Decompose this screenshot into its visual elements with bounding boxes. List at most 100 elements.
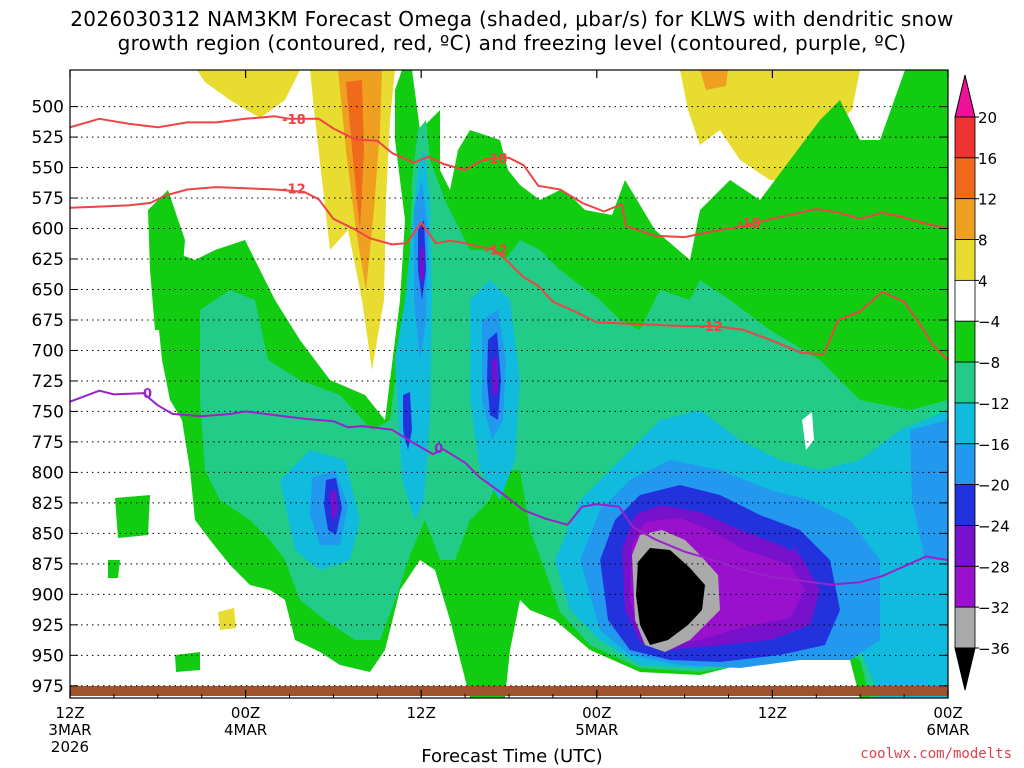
colorbar-tick-label: −12 xyxy=(978,395,1010,413)
isotherm-label: -12 xyxy=(699,320,723,335)
y-tick-label: 625 xyxy=(32,250,64,270)
grid xyxy=(70,106,948,687)
y-tick-label: 800 xyxy=(32,463,64,483)
omega-negative-blue-right xyxy=(910,420,948,560)
x-tick-label: 2026 xyxy=(51,738,89,756)
omega-dendritic-lift-core xyxy=(636,548,705,645)
isotherm-label: -12 xyxy=(484,243,508,258)
x-tick-label: 12Z xyxy=(758,704,787,722)
omega-positive-region-upper-left xyxy=(197,70,300,118)
omega-positive-deep-orange xyxy=(346,80,364,230)
y-tick-label: 575 xyxy=(32,189,64,209)
isotherm-line xyxy=(70,115,948,239)
x-tick-label: 6MAR xyxy=(926,721,969,739)
colorbar-band xyxy=(954,443,976,486)
colorbar-band xyxy=(954,402,976,445)
colorbar: 20 16 12 8 4 −4 −8 −12 −16 −20 −24 −28 −32 −36 xyxy=(954,74,1010,691)
credit-text: coolwx.com/modelts xyxy=(860,746,1012,762)
omega-negative-purple-core-left xyxy=(330,490,338,520)
colorbar-tick-label: 20 xyxy=(978,109,997,127)
isotherm-label: 0 xyxy=(143,387,152,402)
y-tick-label: 850 xyxy=(32,524,64,544)
colorbar-tick-label: 8 xyxy=(978,232,988,250)
omega-positive-region-upper-right xyxy=(680,70,860,180)
colorbar-bottom-arrow xyxy=(954,647,976,691)
colorbar-band xyxy=(954,484,976,526)
omega-negative-purple-core-column xyxy=(420,246,424,282)
colorbar-top-arrow xyxy=(954,74,976,118)
omega-weak-negative-low-left xyxy=(115,495,150,538)
colorbar-tick-label: 4 xyxy=(978,272,988,290)
omega-weak-negative-dot xyxy=(108,560,120,578)
omega-shading xyxy=(70,70,948,698)
colorbar-band xyxy=(954,606,976,649)
colorbar-tick-label: −20 xyxy=(978,477,1010,495)
colorbar-tick-label: −8 xyxy=(978,354,1000,372)
x-axis-label: Forecast Time (UTC) xyxy=(421,746,603,767)
x-tick-label: 3MAR xyxy=(48,721,91,739)
colorbar-band xyxy=(954,320,976,363)
y-tick-label: 700 xyxy=(32,341,64,361)
omega-negative-dark-blue-core-column xyxy=(403,392,412,450)
colorbar-tick-label: −16 xyxy=(978,436,1010,454)
colorbar-band xyxy=(954,361,976,404)
omega-gap-near-zero-2 xyxy=(70,640,160,690)
omega-gap-near-zero-1 xyxy=(802,412,814,450)
x-tick-label: 5MAR xyxy=(575,721,618,739)
colorbar-band xyxy=(954,239,976,281)
colorbar-tick-label: −4 xyxy=(978,313,1000,331)
isotherm-line xyxy=(70,389,948,586)
y-tick-label: 825 xyxy=(32,494,64,514)
isotherm-label: 0 xyxy=(434,442,443,457)
isotherm-label: -12 xyxy=(282,182,306,197)
y-tick-label: 925 xyxy=(32,616,64,636)
x-tick-label: 4MAR xyxy=(224,721,267,739)
omega-weak-negative-spot xyxy=(175,652,200,672)
colorbar-tick-label: −24 xyxy=(978,517,1010,535)
colorbar-tick-label: 12 xyxy=(978,191,997,209)
chart-title-line-1: 2026030312 NAM3KM Forecast Omega (shaded… xyxy=(70,7,954,31)
colorbar-band xyxy=(954,279,976,322)
colorbar-band xyxy=(954,157,976,200)
y-tick-label: 675 xyxy=(32,311,64,331)
chart-title-line-2: growth region (contoured, red, ºC) and f… xyxy=(117,31,907,55)
colorbar-tick-label: −32 xyxy=(978,599,1010,617)
colorbar-band xyxy=(954,198,976,240)
x-tick-label: 00Z xyxy=(933,704,962,722)
y-tick-label: 775 xyxy=(32,433,64,453)
omega-negative-purple-core-mid xyxy=(492,356,498,396)
y-tick-label: 525 xyxy=(32,128,64,148)
y-tick-label: 975 xyxy=(32,677,64,697)
isotherm-labels: -18 -18 -18 -12 -12 -12 0 0 xyxy=(143,113,761,457)
x-tick-label: 00Z xyxy=(582,704,611,722)
colorbar-band xyxy=(954,116,976,159)
colorbar-band xyxy=(954,565,976,608)
y-tick-label: 950 xyxy=(32,646,64,666)
y-axis: 500 525 550 575 600 625 650 675 700 725 750 775 800 8… xyxy=(32,98,948,697)
colorbar-tick-label: −28 xyxy=(978,558,1010,576)
colorbar-tick-label: −36 xyxy=(978,640,1010,658)
isotherm-label: -18 xyxy=(484,152,508,167)
x-tick-label: 12Z xyxy=(55,704,84,722)
y-tick-label: 900 xyxy=(32,585,64,605)
x-tick-label: 12Z xyxy=(407,704,436,722)
plot-area: -18 -18 -18 -12 -12 -12 0 0 xyxy=(69,69,949,699)
y-tick-label: 725 xyxy=(32,372,64,392)
isotherm-line xyxy=(70,186,948,361)
terrain-strip xyxy=(70,686,948,696)
isotherms xyxy=(70,115,948,586)
colorbar-tick-label: 16 xyxy=(978,150,997,168)
y-tick-label: 500 xyxy=(32,98,64,118)
y-tick-label: 750 xyxy=(32,402,64,422)
y-tick-label: 600 xyxy=(32,220,64,240)
omega-positive-orange-right xyxy=(700,70,728,90)
y-tick-label: 650 xyxy=(32,280,64,300)
y-tick-label: 875 xyxy=(32,555,64,575)
x-tick-label: 00Z xyxy=(231,704,260,722)
isotherm-label: -18 xyxy=(282,113,306,128)
isotherm-label: -18 xyxy=(737,216,761,231)
omega-weak-negative-left-blob xyxy=(148,190,185,330)
colorbar-band xyxy=(954,525,976,567)
